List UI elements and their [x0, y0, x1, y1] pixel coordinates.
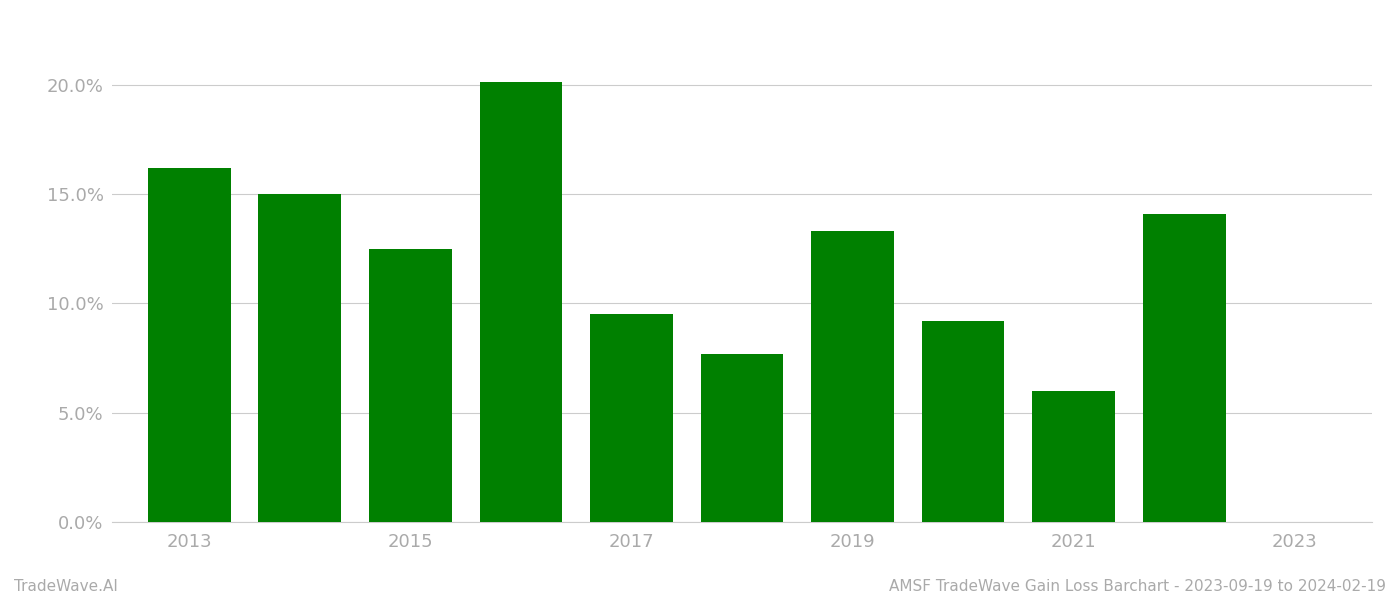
- Bar: [479, 82, 563, 522]
- Bar: [370, 248, 452, 522]
- Bar: [259, 194, 342, 522]
- Bar: [921, 321, 1004, 522]
- Text: TradeWave.AI: TradeWave.AI: [14, 579, 118, 594]
- Text: AMSF TradeWave Gain Loss Barchart - 2023-09-19 to 2024-02-19: AMSF TradeWave Gain Loss Barchart - 2023…: [889, 579, 1386, 594]
- Bar: [148, 168, 231, 522]
- Bar: [1142, 214, 1225, 522]
- Bar: [589, 314, 673, 522]
- Bar: [700, 353, 784, 522]
- Bar: [1032, 391, 1114, 522]
- Bar: [811, 231, 895, 522]
